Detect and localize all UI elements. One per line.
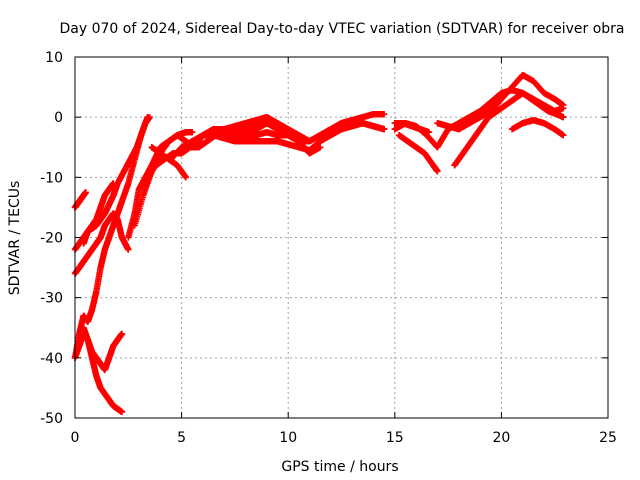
axis-ticks: 0 5 10 15 20 25 -50 -40 -30 -20 -10 0 10 [40, 50, 617, 446]
series-trace-15 [242, 119, 324, 157]
data-point [118, 408, 126, 416]
series-trace-18 [391, 119, 433, 136]
y-axis-label: SDTVAR / TECUs [7, 181, 23, 296]
y-tick-label: -30 [40, 291, 63, 307]
x-tick-label: 10 [279, 430, 297, 446]
x-tick-label: 5 [177, 430, 186, 446]
data-point [110, 180, 117, 187]
series-trace-20 [466, 86, 567, 127]
x-tick-label: 0 [71, 430, 80, 446]
series-trace-5 [80, 324, 126, 374]
data-point [380, 126, 388, 133]
data-point [118, 330, 126, 337]
data-point [498, 95, 505, 103]
y-tick-label: -40 [40, 351, 63, 367]
x-tick-label: 15 [386, 430, 404, 446]
series-trace-14 [221, 113, 388, 145]
data-point [189, 129, 196, 136]
data-point [560, 104, 567, 112]
data-point [144, 113, 151, 121]
data-point [434, 168, 441, 175]
x-tick-label: 20 [492, 430, 510, 446]
grid [75, 57, 608, 418]
y-tick-label: 10 [45, 50, 63, 66]
data-point [560, 132, 567, 139]
data-marks [71, 71, 567, 416]
data-point [380, 110, 388, 118]
y-tick-label: 0 [54, 110, 63, 126]
data-point [316, 144, 324, 151]
data-point [425, 129, 433, 136]
data-point [82, 189, 89, 196]
y-tick-label: -20 [40, 231, 63, 247]
data-point [125, 246, 132, 253]
series-trace-6 [80, 180, 117, 247]
series-trace-21 [508, 116, 567, 139]
data-point [182, 174, 190, 181]
series-trace-22 [434, 95, 505, 133]
x-axis-label: GPS time / hours [281, 459, 398, 475]
series-trace-17 [395, 132, 441, 175]
y-tick-label: -50 [40, 411, 63, 427]
chart-title: Day 070 of 2024, Sidereal Day-to-day VTE… [59, 21, 624, 37]
data-point [560, 113, 567, 121]
y-tick-label: -10 [40, 170, 63, 186]
series-trace-7 [71, 210, 132, 277]
x-tick-label: 25 [599, 430, 617, 446]
